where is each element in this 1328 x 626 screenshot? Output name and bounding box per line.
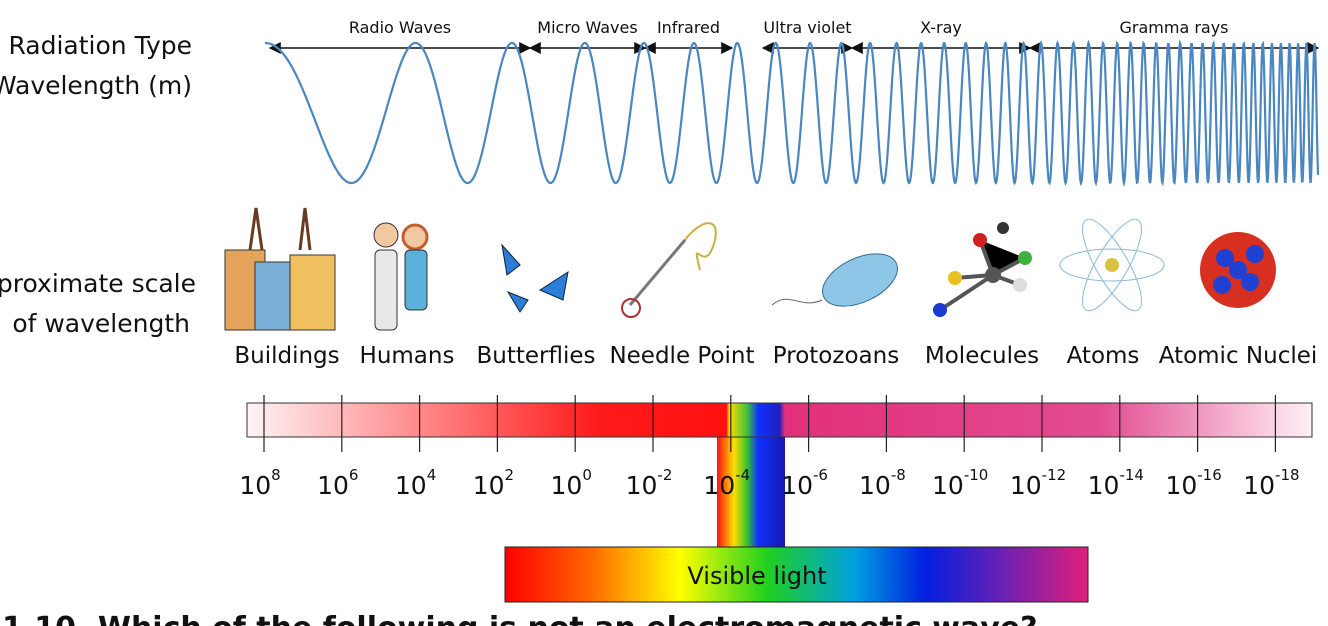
question: 1.10. Which of the following is not an e…	[2, 611, 1038, 626]
tick-exponent: -4	[735, 466, 750, 484]
object-label: Humans	[360, 343, 455, 369]
band-label: Infrared	[657, 18, 720, 37]
header-line: Radiation Type	[8, 31, 192, 60]
tick-label: 10-4	[703, 466, 750, 500]
scale-bar	[246, 402, 1313, 438]
tick-exponent: 6	[349, 466, 359, 484]
object-label: Atomic Nuclei	[1159, 343, 1318, 369]
icon-buildings	[224, 207, 336, 331]
object-label: Needle Point	[609, 343, 754, 369]
tick-base: 10	[1088, 471, 1120, 500]
tick-base: 10	[1165, 471, 1197, 500]
icon-needle	[621, 222, 717, 318]
icon-butterflies	[501, 243, 569, 313]
tick-exponent: -6	[813, 466, 828, 484]
tick-label: 10-2	[626, 466, 673, 500]
tick-exponent: 0	[582, 466, 592, 484]
icon-molecule	[933, 222, 1032, 317]
tick-exponent: 2	[505, 466, 515, 484]
object-label: Molecules	[925, 343, 1039, 369]
tick-label: 10-12	[1010, 466, 1066, 500]
object-label: Protozoans	[773, 343, 899, 369]
icon-nucleus	[1200, 232, 1276, 308]
icon-atom	[1059, 218, 1165, 312]
tick-label: 108	[239, 466, 280, 500]
band-label: X-ray	[920, 18, 962, 37]
tick-base: 10	[239, 471, 271, 500]
tick-label: 10-16	[1165, 466, 1221, 500]
tick-exponent: -18	[1275, 466, 1300, 484]
object-label: Atoms	[1067, 343, 1140, 369]
tick-base: 10	[395, 471, 427, 500]
tick-label: 10-14	[1088, 466, 1144, 500]
band-label: Ultra violet	[763, 18, 851, 37]
tick-base: 10	[859, 471, 891, 500]
ticks: 108 106 104 102 100 10-2 10-4 10-6 10-8 10-10 10-1…	[239, 395, 1300, 500]
wave	[265, 39, 1320, 188]
tick-exponent: -2	[657, 466, 672, 484]
tick-base: 10	[626, 471, 658, 500]
tick-exponent: -10	[964, 466, 989, 484]
tick-base: 10	[932, 471, 964, 500]
tick-exponent: -14	[1119, 466, 1144, 484]
tick-base: 10	[473, 471, 505, 500]
tick-label: 10-10	[932, 466, 988, 500]
tick-exponent: -12	[1042, 466, 1067, 484]
tick-label: 10-6	[781, 466, 828, 500]
tick-exponent: -8	[891, 466, 906, 484]
tick-base: 10	[1010, 471, 1042, 500]
tick-exponent: -16	[1197, 466, 1222, 484]
tick-label: 102	[473, 466, 514, 500]
tick-label: 100	[551, 466, 592, 500]
header-line: Wavelength (m)	[0, 71, 192, 100]
band-arrows: Radio Waves Micro Waves Infrared Ultra viol…	[268, 18, 1320, 54]
tick-label: 106	[317, 466, 358, 500]
tick-base: 10	[551, 471, 583, 500]
tick-exponent: 8	[271, 466, 281, 484]
tick-label: 10-8	[859, 466, 906, 500]
tick-label: 104	[395, 466, 436, 500]
tick-base: 10	[317, 471, 349, 500]
band-label: Radio Waves	[349, 18, 451, 37]
scale-label: of wavelength	[12, 309, 190, 338]
tick-base: 10	[1243, 471, 1275, 500]
band-label: Gramma rays	[1119, 18, 1228, 37]
icon-humans	[373, 222, 429, 331]
object-label: Buildings	[234, 343, 339, 369]
band-label: Micro Waves	[537, 18, 637, 37]
tick-base: 10	[703, 471, 735, 500]
icon-protozoan	[771, 253, 898, 307]
tick-label: 10-18	[1243, 466, 1299, 500]
visible-column	[717, 437, 785, 549]
object-label: Butterflies	[476, 343, 595, 369]
visible-label: Visible light	[687, 562, 826, 590]
tick-exponent: 4	[427, 466, 437, 484]
visible-bar	[504, 546, 1089, 603]
icons	[224, 207, 1276, 331]
scale-label: Approximate scale	[0, 269, 196, 298]
tick-base: 10	[781, 471, 813, 500]
